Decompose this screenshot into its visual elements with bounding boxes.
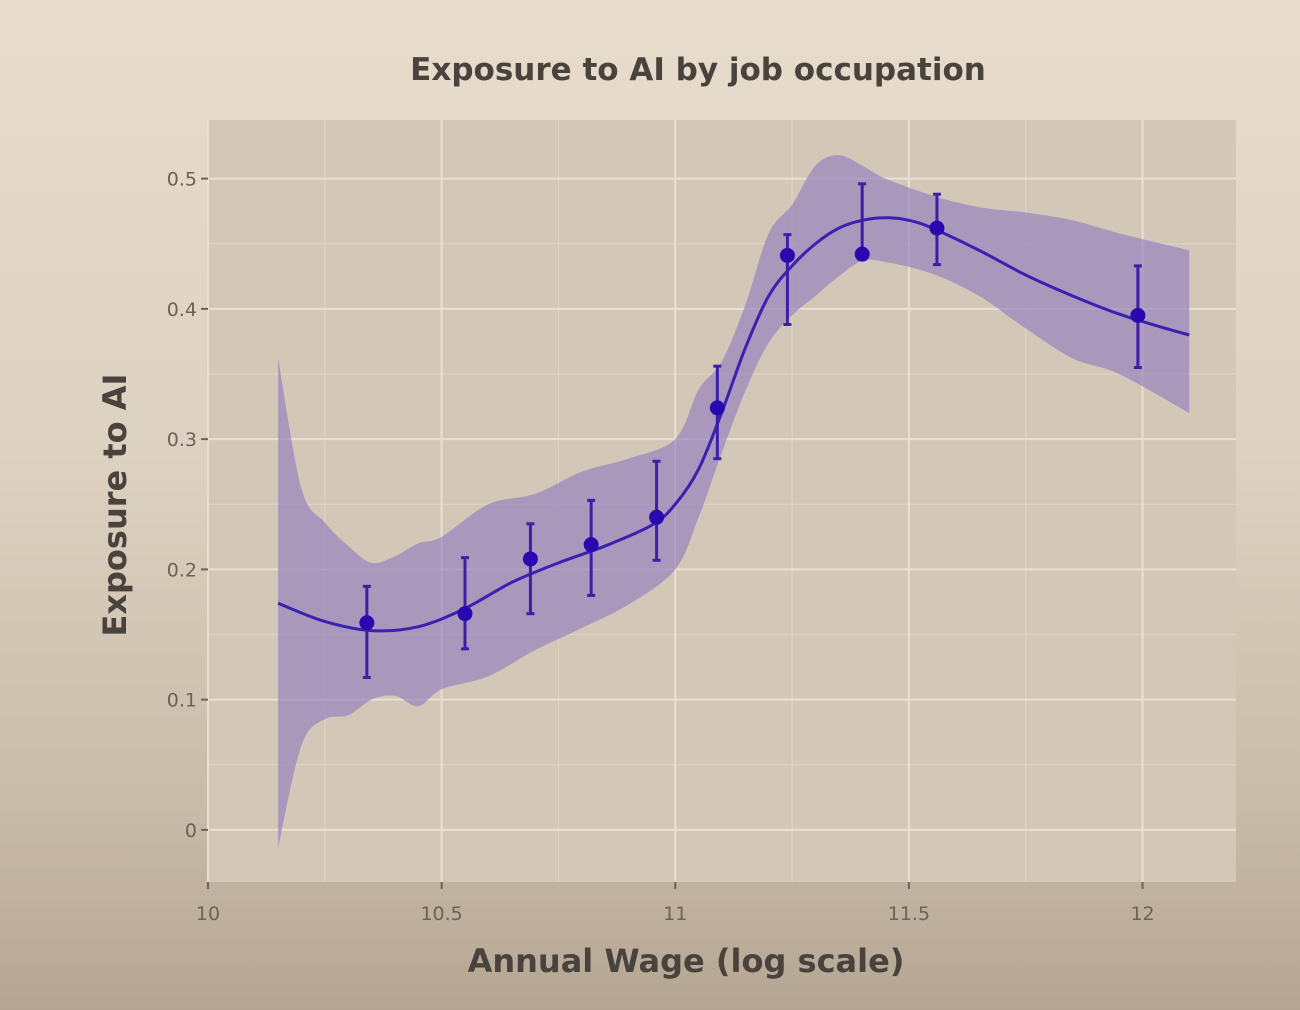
data-point xyxy=(649,509,665,525)
x-tick-label: 11 xyxy=(663,903,687,925)
data-point xyxy=(1130,307,1146,323)
x-axis-label: Annual Wage (log scale) xyxy=(468,942,905,980)
y-axis-label: Exposure to AI xyxy=(96,374,134,637)
data-point xyxy=(522,551,538,567)
y-tick-label: 0 xyxy=(185,820,197,842)
data-points xyxy=(359,220,1146,631)
x-tick-label: 12 xyxy=(1130,903,1154,925)
y-tick-label: 0.4 xyxy=(167,299,197,321)
data-point xyxy=(854,246,870,262)
y-tick-label: 0.5 xyxy=(167,169,197,191)
y-axis-ticks: 0 0.1 0.2 0.3 0.4 0.5 xyxy=(167,169,208,842)
data-point xyxy=(359,615,375,631)
data-point xyxy=(779,247,795,263)
data-point xyxy=(709,400,725,416)
x-tick-label: 10.5 xyxy=(420,903,462,925)
x-tick-label: 11.5 xyxy=(888,903,930,925)
chart-title: Exposure to AI by job occupation xyxy=(410,52,986,88)
y-tick-label: 0.3 xyxy=(167,429,197,451)
data-point xyxy=(929,220,945,236)
x-axis-ticks: 10 10.5 11 11.5 12 xyxy=(196,882,1155,925)
x-tick-label: 10 xyxy=(196,903,220,925)
smooth-fit-line xyxy=(277,216,1190,633)
y-tick-label: 0.2 xyxy=(167,559,197,581)
data-point xyxy=(583,537,599,553)
y-tick-label: 0.1 xyxy=(167,690,197,712)
data-point xyxy=(457,606,473,622)
